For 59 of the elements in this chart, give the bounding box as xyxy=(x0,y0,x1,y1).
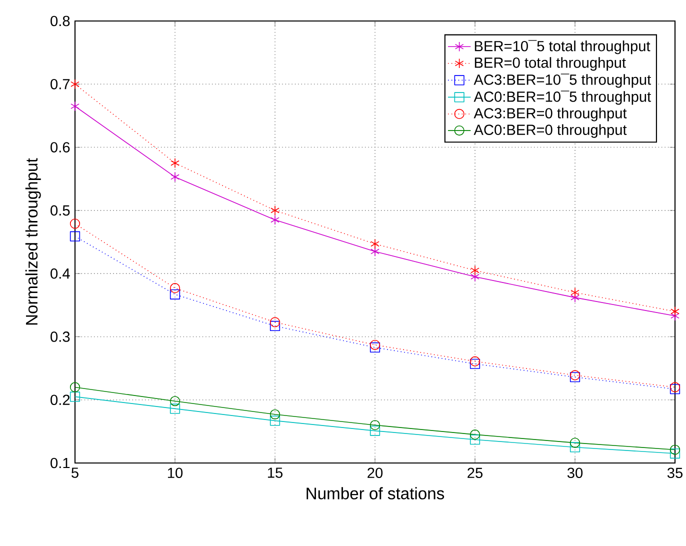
x-tick-label: 30 xyxy=(567,468,583,478)
point xyxy=(470,265,480,276)
x-tick-label: 10 xyxy=(168,468,183,478)
y-tick-label: 0.1 xyxy=(50,458,70,468)
point xyxy=(370,420,380,430)
y-tick-label: 0.7 xyxy=(50,78,70,90)
x-tick-label: 35 xyxy=(667,468,682,478)
point xyxy=(270,320,280,332)
point xyxy=(370,238,380,249)
point xyxy=(170,158,180,168)
point xyxy=(270,409,280,420)
x-axis-title: Number of stations xyxy=(306,487,444,500)
point xyxy=(670,448,680,459)
point xyxy=(270,205,280,216)
legend-label: BER=0 total throughput xyxy=(474,57,626,71)
y-tick-label: 0.3 xyxy=(50,332,70,342)
x-tick-label: 20 xyxy=(368,468,383,478)
point xyxy=(670,444,680,455)
point xyxy=(170,283,180,294)
y-tick-label: 0.5 xyxy=(50,205,70,216)
point xyxy=(170,396,180,406)
point xyxy=(470,356,480,366)
legend-label: BER=10¯5 total throughput xyxy=(474,40,650,54)
point xyxy=(270,416,280,426)
point xyxy=(370,342,380,352)
x-tick-label: 15 xyxy=(268,468,282,478)
point xyxy=(470,434,480,445)
point xyxy=(570,442,580,452)
point xyxy=(270,317,280,328)
y-tick-label: 0.6 xyxy=(50,142,70,152)
legend-label: AC0:BER=10¯5 throughput xyxy=(474,90,652,105)
point xyxy=(470,430,480,440)
point xyxy=(670,306,680,317)
x-tick-label: 5 xyxy=(72,468,78,478)
point xyxy=(370,246,380,257)
y-tick-label: 0.2 xyxy=(50,394,70,406)
point xyxy=(170,404,180,414)
x-tick-label: 25 xyxy=(468,468,482,478)
point xyxy=(370,340,380,350)
point xyxy=(470,358,480,369)
y-axis-title: Normalized throughput xyxy=(25,158,41,325)
legend-label: AC3:BER=10¯5 throughput xyxy=(474,74,652,88)
point xyxy=(170,289,180,300)
point xyxy=(470,272,480,282)
point xyxy=(570,287,580,298)
point xyxy=(70,231,80,242)
point xyxy=(70,101,80,112)
y-tick-label: 0.8 xyxy=(50,16,70,26)
point xyxy=(170,172,180,182)
point xyxy=(70,392,80,402)
point xyxy=(270,214,280,225)
point xyxy=(570,438,580,448)
point xyxy=(70,218,80,229)
legend-label: AC3:BER=0 throughput xyxy=(474,108,627,122)
y-tick-label: 0.4 xyxy=(50,268,70,279)
legend-label: AC0:BER=0 throughput xyxy=(474,124,627,138)
point xyxy=(370,426,380,436)
point xyxy=(70,79,80,90)
point xyxy=(70,382,80,392)
